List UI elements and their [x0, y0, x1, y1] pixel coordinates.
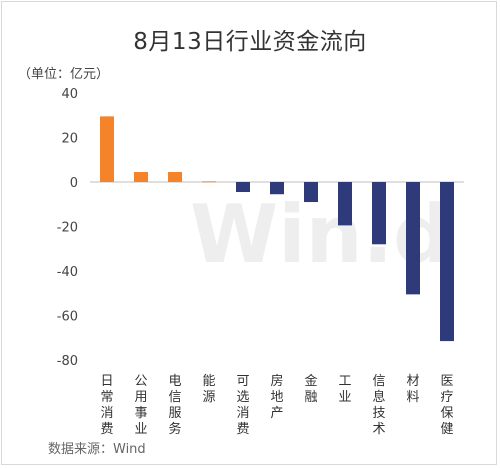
category-label: 电信服务: [168, 374, 181, 437]
source-note: 数据来源：Wind: [48, 442, 146, 457]
category-label: 公用事业: [134, 374, 147, 437]
bar-2: [168, 171, 182, 182]
bar-3: [202, 181, 216, 183]
unit-label: （单位：亿元）: [18, 67, 110, 82]
bar-0: [100, 116, 114, 182]
y-tick-label: 40: [61, 87, 78, 102]
y-tick-label: 0: [70, 176, 78, 191]
y-tick-label: -20: [57, 221, 78, 236]
bar-4: [236, 182, 250, 193]
category-label: 日常消费: [100, 374, 113, 437]
bar-8: [372, 182, 386, 245]
bar-5: [270, 182, 284, 195]
y-tick-label: -40: [57, 265, 78, 280]
bar-1: [134, 171, 148, 182]
bar-10: [440, 182, 454, 342]
category-label: 工业: [338, 374, 351, 405]
category-label: 房地产: [270, 373, 283, 421]
chart-title: 8月13日行业资金流向: [133, 29, 367, 55]
bar-6: [304, 182, 318, 203]
y-tick-label: 20: [61, 132, 78, 147]
category-label: 金融: [304, 373, 317, 405]
category-label: 医疗保健: [440, 374, 453, 437]
category-label: 材料: [406, 374, 419, 405]
category-label: 可选消费: [236, 374, 249, 437]
y-tick-label: -80: [57, 354, 78, 369]
category-label: 能源: [202, 374, 215, 405]
category-label: 信息技术: [372, 374, 385, 437]
y-tick-label: -60: [57, 310, 78, 325]
bar-7: [338, 182, 352, 226]
bar-9: [406, 182, 420, 295]
